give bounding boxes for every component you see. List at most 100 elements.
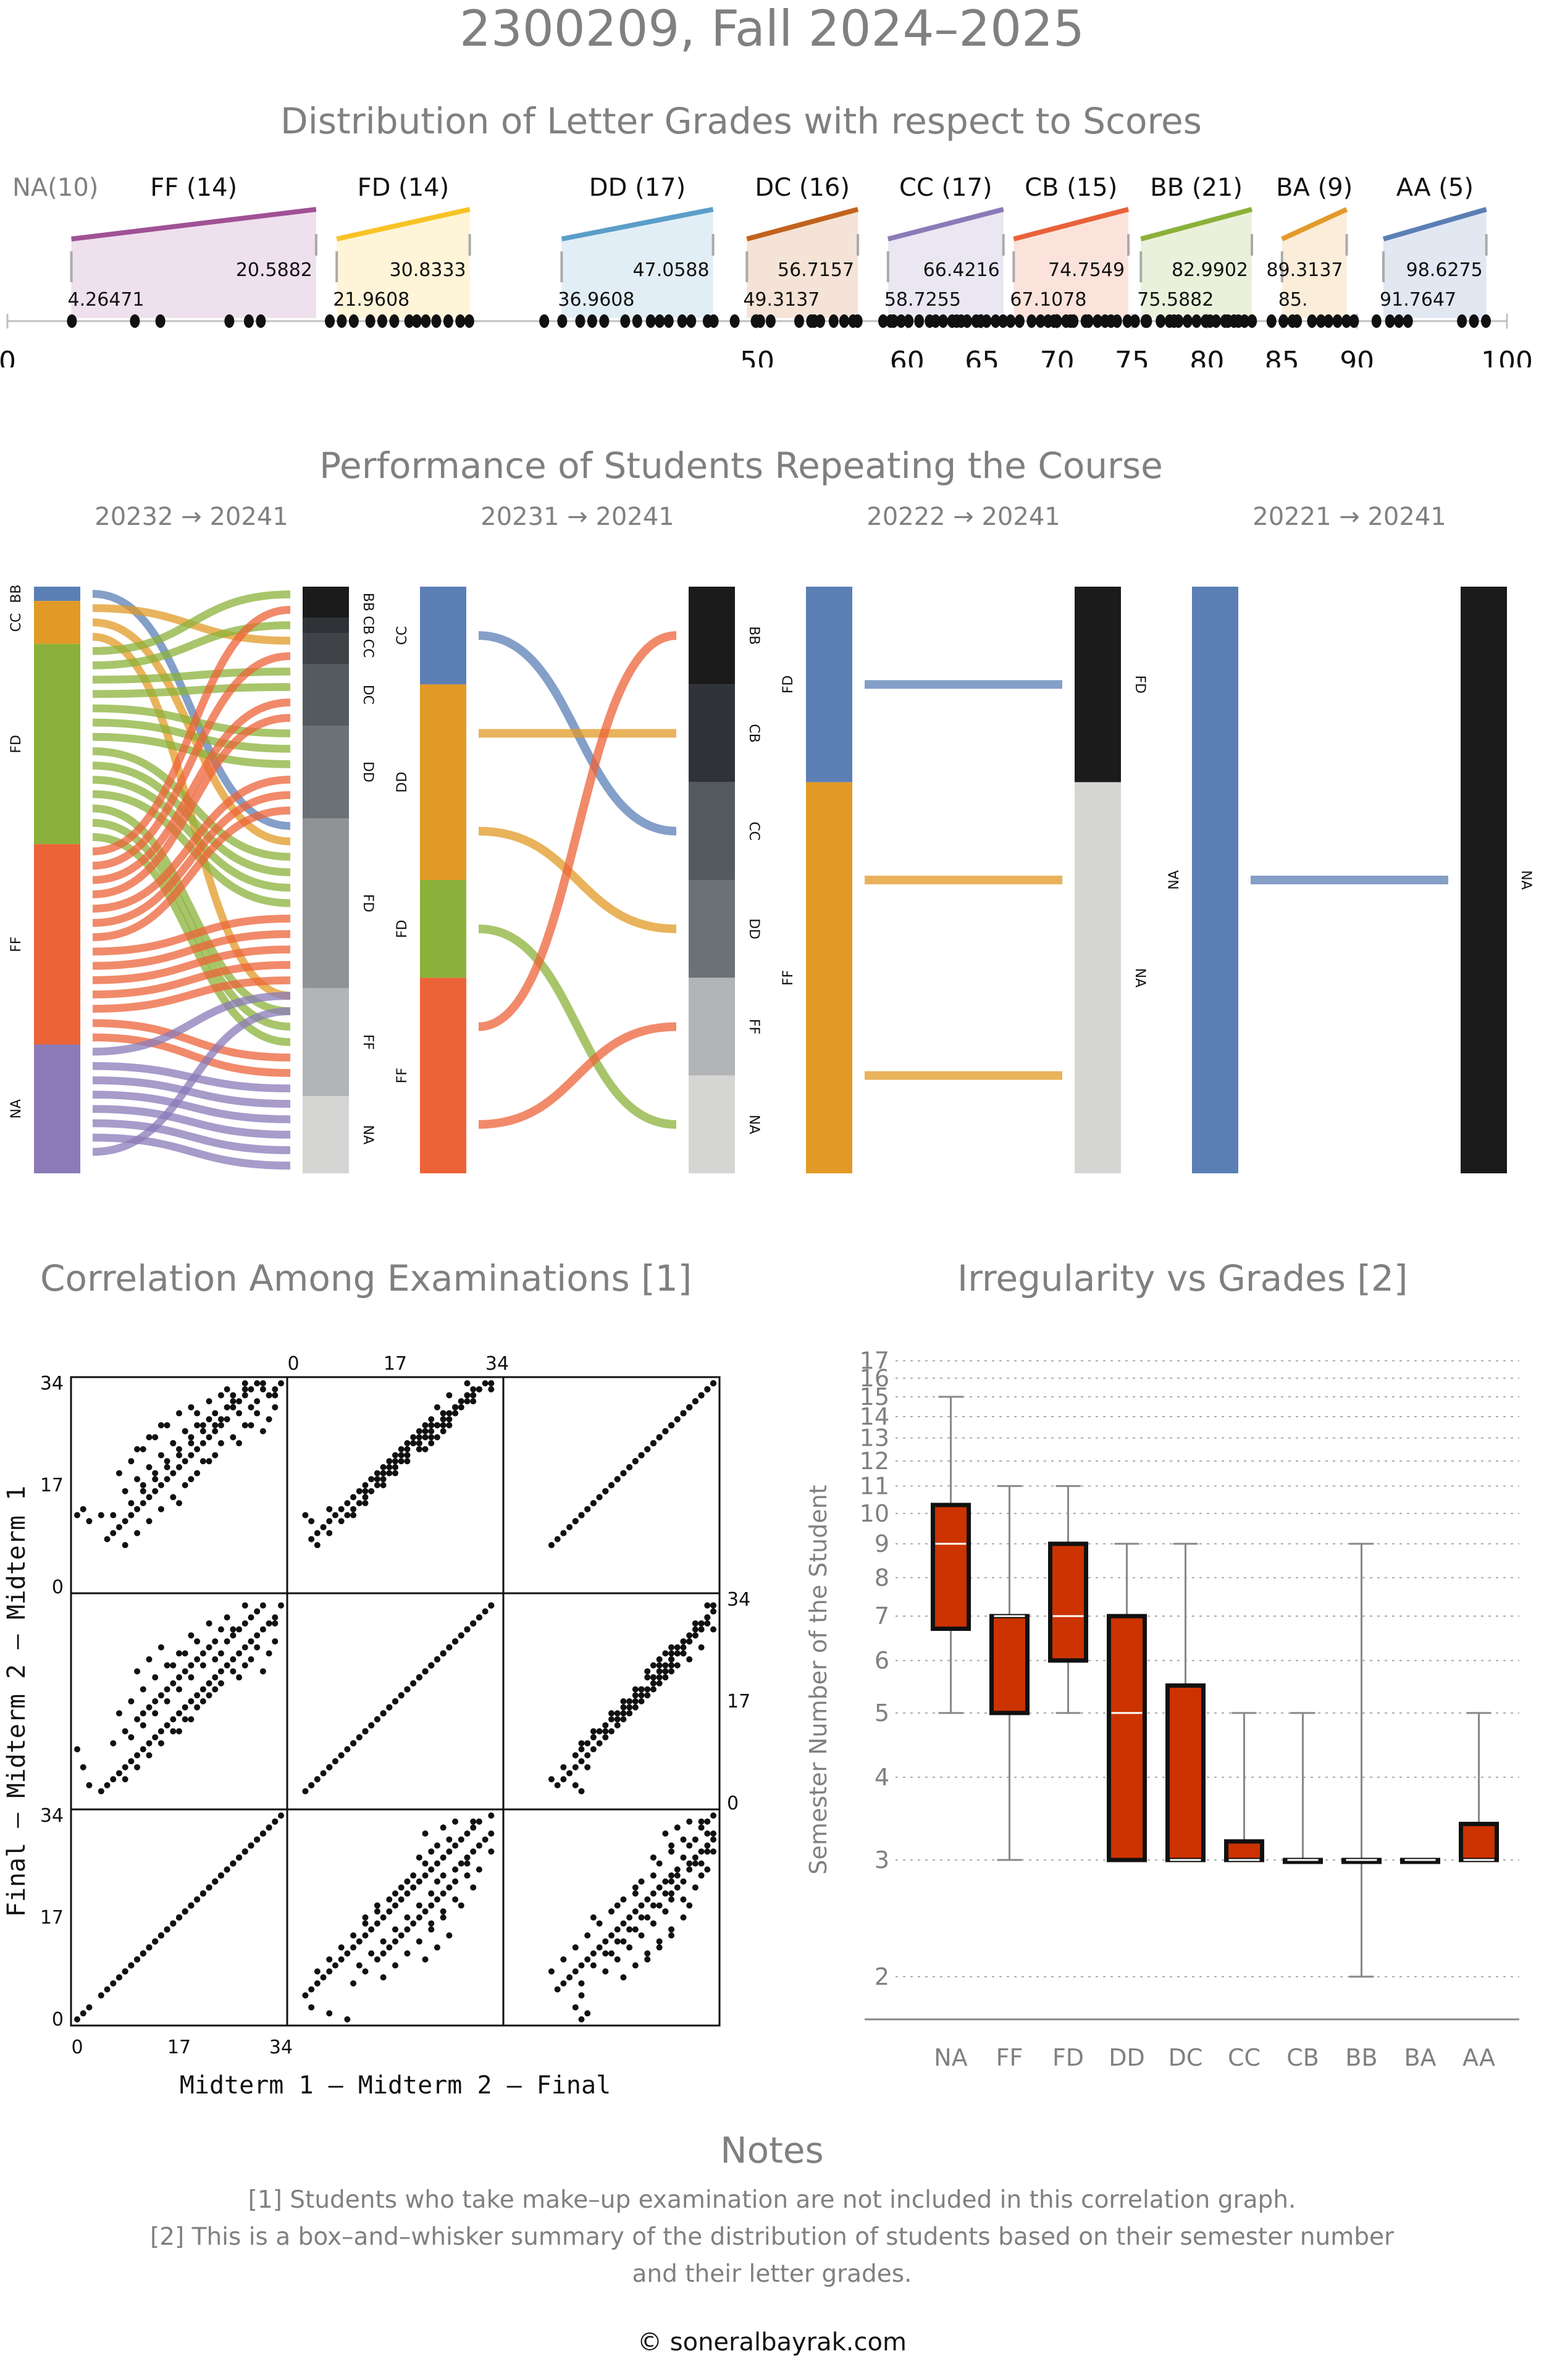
corr-point-0-0-92 [182, 1428, 188, 1435]
score-dot-109 [1278, 314, 1289, 328]
grade-label-BB: BB (21) [1150, 174, 1243, 202]
corr-point-2-1-58 [428, 1890, 435, 1897]
corr-point-2-1-14 [398, 1896, 405, 1903]
corr-point-0-0-83 [188, 1434, 195, 1441]
right-node-1-DD [689, 880, 735, 978]
corr-point-1-0-97 [199, 1698, 206, 1704]
corr-point-1-0-0 [278, 1602, 284, 1609]
score-dot-33 [1005, 314, 1016, 328]
corr-point-1-2-103 [614, 1716, 621, 1723]
corr-point-1-2-70 [632, 1692, 639, 1699]
corr-ytick-bottom-0: 0 [52, 2009, 64, 2030]
corr-point-1-0-103 [188, 1716, 195, 1723]
grade-max-label-AA: 98.6275 [1406, 259, 1483, 281]
corr-point-1-0-46 [152, 1674, 159, 1681]
corr-point-2-1-82 [440, 1890, 447, 1897]
corr-point-2-1-19 [368, 1926, 375, 1933]
corr-point-0-1-42 [440, 1410, 447, 1417]
corr-point-2-2-38 [674, 1884, 681, 1891]
box-body-NA [931, 1502, 971, 1631]
corr-point-0-0-87 [140, 1482, 146, 1488]
corr-point-2-1-86 [392, 1938, 398, 1945]
score-dot-69 [337, 314, 347, 328]
corr-point-0-1-100 [422, 1428, 429, 1435]
corr-point-2-2-75 [572, 1944, 579, 1951]
corr-point-2-1-69 [410, 1872, 417, 1879]
corr-point-1-1-101 [470, 1620, 477, 1627]
corr-point-1-2-14 [644, 1692, 651, 1699]
right-node-0-FF [303, 988, 349, 1096]
corr-point-0-0-101 [272, 1392, 279, 1399]
box-ytick-2: 2 [875, 1963, 889, 1990]
corr-point-0-0-11 [212, 1428, 219, 1435]
corr-point-0-0-46 [152, 1434, 159, 1441]
corr-point-0-1-24 [338, 1506, 345, 1512]
corr-point-2-1-65 [452, 1818, 459, 1825]
corr-point-0-2-73 [596, 1494, 603, 1501]
corr-point-1-1-75 [338, 1752, 345, 1759]
score-dot-67 [1457, 314, 1467, 328]
corr-point-1-0-7 [236, 1650, 243, 1657]
corr-point-0-1-9 [428, 1416, 435, 1423]
corr-point-2-2-83 [656, 1902, 663, 1909]
corr-point-0-0-9 [224, 1416, 230, 1423]
right-node-1-BB [689, 587, 735, 685]
flow-0-FF-FF-1 [92, 1033, 291, 1077]
right-node-0-NA [303, 1096, 349, 1173]
score-dot-95 [930, 314, 941, 328]
corr-point-0-2-102 [710, 1380, 716, 1386]
x-tick-label-8: 90 [1340, 346, 1374, 367]
corr-point-2-2-47 [626, 1944, 633, 1951]
corr-point-2-0-95 [146, 1944, 153, 1951]
corr-point-0-1-80 [476, 1386, 482, 1393]
corr-point-1-2-18 [620, 1716, 627, 1723]
box-ytick-4: 4 [875, 1764, 889, 1791]
right-node-label-0-BB: BB [360, 593, 376, 611]
corr-point-1-2-56 [656, 1668, 663, 1675]
footer-copyright[interactable]: © soneralbayrak.com [637, 2328, 907, 2357]
box-body-DD [1107, 1614, 1147, 1863]
corr-point-2-2-82 [668, 1890, 675, 1897]
corr-point-1-2-68 [698, 1626, 705, 1633]
corr-point-2-0-105 [110, 1980, 117, 1987]
box-ytick-10: 10 [860, 1500, 889, 1527]
corr-point-0-2-29 [554, 1536, 561, 1543]
corr-point-0-1-19 [368, 1476, 375, 1483]
corr-point-1-0-10 [217, 1668, 224, 1675]
corr-point-0-1-8 [434, 1404, 440, 1410]
left-node-label-2-FF: FF [781, 970, 796, 986]
corr-point-0-0-56 [230, 1434, 237, 1441]
corr-point-2-0-0 [278, 1812, 284, 1819]
corr-point-0-0-48 [140, 1446, 146, 1452]
corr-point-0-0-42 [176, 1410, 182, 1417]
corr-point-0-2-96 [644, 1446, 651, 1452]
grade-label-FD: FD (14) [358, 174, 450, 202]
corr-point-2-1-100 [422, 1830, 429, 1837]
corr-point-2-1-45 [398, 1932, 405, 1939]
flow-0-NA-NA-1 [92, 1091, 291, 1123]
corr-point-2-1-63 [368, 1950, 375, 1957]
grade-label-CB: CB (15) [1025, 174, 1117, 202]
corr-point-2-1-78 [482, 1836, 489, 1843]
left-node-label-0-FF: FF [9, 937, 24, 952]
score-dot-68 [1481, 314, 1492, 328]
corr-point-1-2-95 [656, 1656, 663, 1663]
corr-point-2-2-45 [638, 1932, 645, 1939]
corr-point-2-0-66 [266, 1824, 272, 1831]
corr-xtick-top-0: 0 [287, 1353, 299, 1375]
corr-point-2-2-36 [686, 1866, 693, 1873]
corr-point-0-1-68 [464, 1392, 471, 1399]
corr-point-1-0-65 [272, 1638, 279, 1645]
corr-point-2-2-5 [686, 1842, 693, 1849]
corr-point-0-0-29 [104, 1536, 111, 1543]
corr-point-0-1-74 [350, 1506, 357, 1512]
corr-point-1-1-63 [368, 1722, 375, 1728]
corr-point-2-1-74 [350, 1932, 357, 1939]
grade-min-label-AA: 91.7647 [1380, 289, 1456, 311]
corr-point-2-2-100 [662, 1830, 669, 1837]
corr-point-0-1-11 [416, 1428, 422, 1435]
corr-point-0-0-17 [176, 1464, 182, 1470]
corr-point-2-1-72 [374, 1908, 380, 1915]
box-xtick-FF: FF [996, 2044, 1023, 2071]
box-xtick-FD: FD [1052, 2044, 1084, 2071]
